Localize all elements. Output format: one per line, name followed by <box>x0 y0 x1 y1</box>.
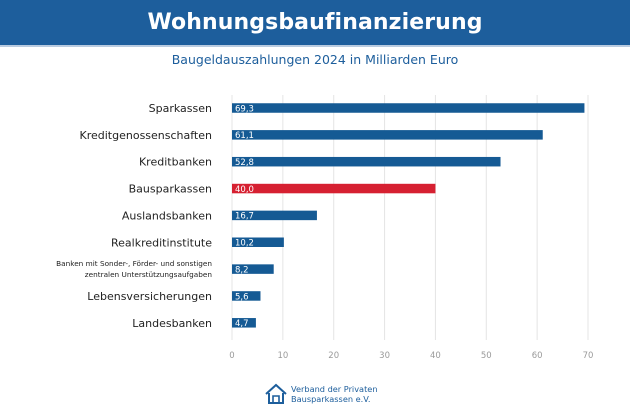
x-tick-label: 0 <box>229 351 234 361</box>
category-label: Sparkassen <box>149 102 212 115</box>
bar <box>232 264 274 274</box>
house-icon <box>265 383 287 404</box>
page-title: Wohnungsbaufinanzierung <box>147 10 483 35</box>
bar <box>232 210 317 221</box>
bar <box>232 156 501 167</box>
bar <box>232 291 261 301</box>
category-label: Banken mit Sonder-, Förder- und sonstige… <box>56 259 212 279</box>
bar <box>232 237 284 247</box>
bar-value-label: 16,7 <box>235 212 254 222</box>
bar <box>232 183 436 194</box>
bar-value-label: 4,7 <box>235 319 249 329</box>
category-label: Lebensversicherungen <box>87 290 212 303</box>
category-label: Auslandsbanken <box>122 209 212 222</box>
category-label: Bausparkassen <box>129 183 212 196</box>
bar <box>232 103 585 113</box>
bar-value-label: 52,8 <box>235 158 254 168</box>
bar-value-label: 10,2 <box>235 239 254 249</box>
bar-value-label: 40,0 <box>235 185 254 195</box>
logo-line-2: Bausparkassen e.V. <box>291 393 371 404</box>
title-banner: Wohnungsbaufinanzierung <box>0 0 630 47</box>
chart-subtitle: Baugeldauszahlungen 2024 in Milliarden E… <box>171 52 459 67</box>
logo-text: Verband der Privaten Bausparkassen e.V. <box>291 384 378 404</box>
x-tick-label: 40 <box>430 351 441 361</box>
bar-value-label: 8,2 <box>235 265 249 275</box>
x-tick-label: 30 <box>379 351 390 361</box>
bar-value-label: 5,6 <box>235 292 249 302</box>
x-tick-label: 60 <box>532 351 543 361</box>
bar-value-label: 69,3 <box>235 104 254 114</box>
x-tick-label: 50 <box>481 351 492 361</box>
category-label: Kreditbanken <box>139 156 212 169</box>
x-tick-label: 20 <box>328 351 339 361</box>
logo-line-1: Verband der Privaten <box>291 384 378 394</box>
x-tick-label: 10 <box>277 351 288 361</box>
bar-value-label: 61,1 <box>235 131 254 141</box>
footer-logo: Verband der Privaten Bausparkassen e.V. <box>0 377 630 411</box>
x-tick-label: 70 <box>583 351 594 361</box>
category-label: Landesbanken <box>132 317 212 330</box>
bar <box>232 318 256 328</box>
bar <box>232 130 543 140</box>
category-label: Realkreditinstitute <box>111 236 212 249</box>
category-label: Kreditgenossenschaften <box>80 129 213 142</box>
